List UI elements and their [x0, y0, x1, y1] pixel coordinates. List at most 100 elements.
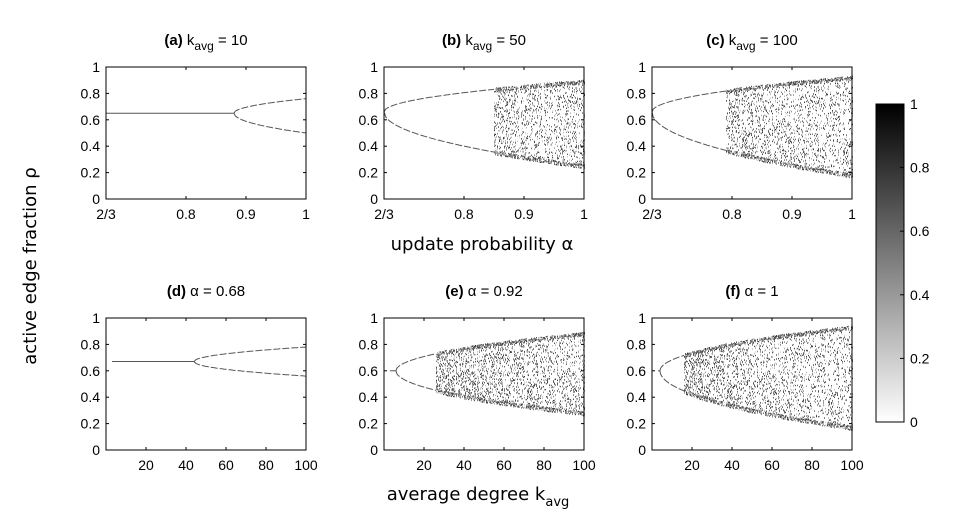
chaos-point	[769, 132, 770, 135]
chaos-point	[533, 87, 534, 89]
chaos-point	[822, 156, 823, 158]
chaos-point	[514, 96, 515, 98]
chaos-point	[736, 127, 737, 129]
chaos-point	[783, 148, 784, 151]
chaos-point	[506, 147, 507, 149]
chaos-point	[836, 118, 837, 121]
chaos-point	[811, 87, 812, 90]
chaos-point	[823, 78, 824, 81]
chaos-point	[840, 79, 841, 81]
chaos-point	[509, 88, 510, 91]
chaos-point	[511, 140, 512, 142]
chaos-point	[561, 82, 562, 85]
chaos-point	[844, 143, 845, 145]
chaos-point	[545, 114, 546, 117]
chaos-point	[733, 147, 734, 150]
chaos-point	[732, 90, 733, 92]
chaos-point	[830, 147, 831, 150]
chaos-point	[815, 109, 816, 111]
chaos-point	[753, 147, 754, 149]
chaos-point	[777, 132, 778, 134]
chaos-point	[758, 121, 759, 123]
chaos-point	[837, 82, 838, 85]
chaos-point	[767, 158, 768, 161]
chaos-point	[757, 145, 758, 147]
chaos-point	[796, 83, 797, 85]
chaos-point	[569, 124, 570, 126]
chaos-point	[837, 139, 838, 141]
chaos-point	[846, 87, 847, 89]
chaos-point	[770, 106, 771, 108]
chaos-point	[783, 118, 784, 120]
chaos-point	[497, 104, 498, 106]
chaos-point	[548, 159, 549, 162]
chaos-point	[509, 100, 510, 103]
chaos-point	[850, 119, 851, 122]
chaos-point	[581, 160, 582, 163]
chaos-point	[527, 159, 528, 161]
chaos-point	[738, 109, 739, 111]
chaos-point	[565, 81, 566, 84]
chaos-point	[567, 163, 568, 166]
chaos-point	[576, 162, 577, 164]
chaos-point	[537, 159, 538, 161]
chaos-point	[752, 157, 753, 159]
chaos-point	[837, 171, 838, 174]
chaos-point	[832, 99, 833, 101]
chaos-point	[733, 100, 734, 102]
chaos-point	[564, 97, 565, 100]
chaos-point	[754, 88, 755, 90]
chaos-point	[772, 85, 773, 88]
chaos-point	[572, 118, 573, 121]
chaos-point	[827, 93, 828, 96]
chaos-point	[559, 90, 560, 92]
upper-branch	[193, 346, 307, 362]
chaos-point	[515, 155, 516, 158]
chaos-point	[569, 138, 570, 140]
chaos-point	[849, 167, 850, 170]
chaos-point	[832, 145, 833, 147]
chaos-point	[804, 151, 805, 153]
chaos-point	[823, 101, 824, 103]
chaos-point	[544, 157, 545, 159]
chaos-point	[535, 94, 536, 97]
chaos-point	[762, 86, 763, 88]
chaos-point	[549, 128, 550, 131]
chaos-point	[741, 120, 742, 122]
chaos-point	[511, 153, 512, 156]
chaos-point	[777, 141, 778, 143]
chaos-point	[764, 87, 765, 90]
chaos-point	[820, 169, 821, 172]
chaos-point	[802, 148, 803, 150]
chaos-point	[532, 157, 533, 159]
chaos-point	[848, 152, 849, 154]
chaos-point	[528, 121, 529, 124]
chaos-point	[843, 153, 844, 156]
chaos-point	[523, 119, 524, 121]
chaos-point	[557, 82, 558, 84]
chaos-point	[512, 102, 513, 104]
chaos-point	[499, 87, 500, 90]
chaos-point	[562, 149, 563, 151]
chaos-point	[808, 128, 809, 130]
chaos-point	[758, 158, 759, 161]
chaos-point	[552, 159, 553, 161]
chaos-point	[774, 92, 775, 94]
chaos-point	[806, 167, 807, 170]
chaos-point	[744, 100, 745, 102]
chaos-point	[814, 168, 815, 170]
chaos-point	[740, 147, 741, 149]
chaos-point	[511, 151, 512, 153]
chaos-point	[838, 79, 839, 81]
chaos-point	[743, 137, 744, 139]
chaos-point	[496, 87, 497, 89]
chaos-point	[537, 100, 538, 102]
chaos-point	[507, 119, 508, 122]
chaos-point	[830, 97, 831, 100]
chaos-point	[846, 174, 847, 176]
chaos-point	[541, 161, 542, 163]
chaos-point	[569, 142, 570, 144]
chaos-point	[761, 158, 762, 160]
chaos-point	[822, 98, 823, 100]
chaos-point	[790, 94, 791, 96]
